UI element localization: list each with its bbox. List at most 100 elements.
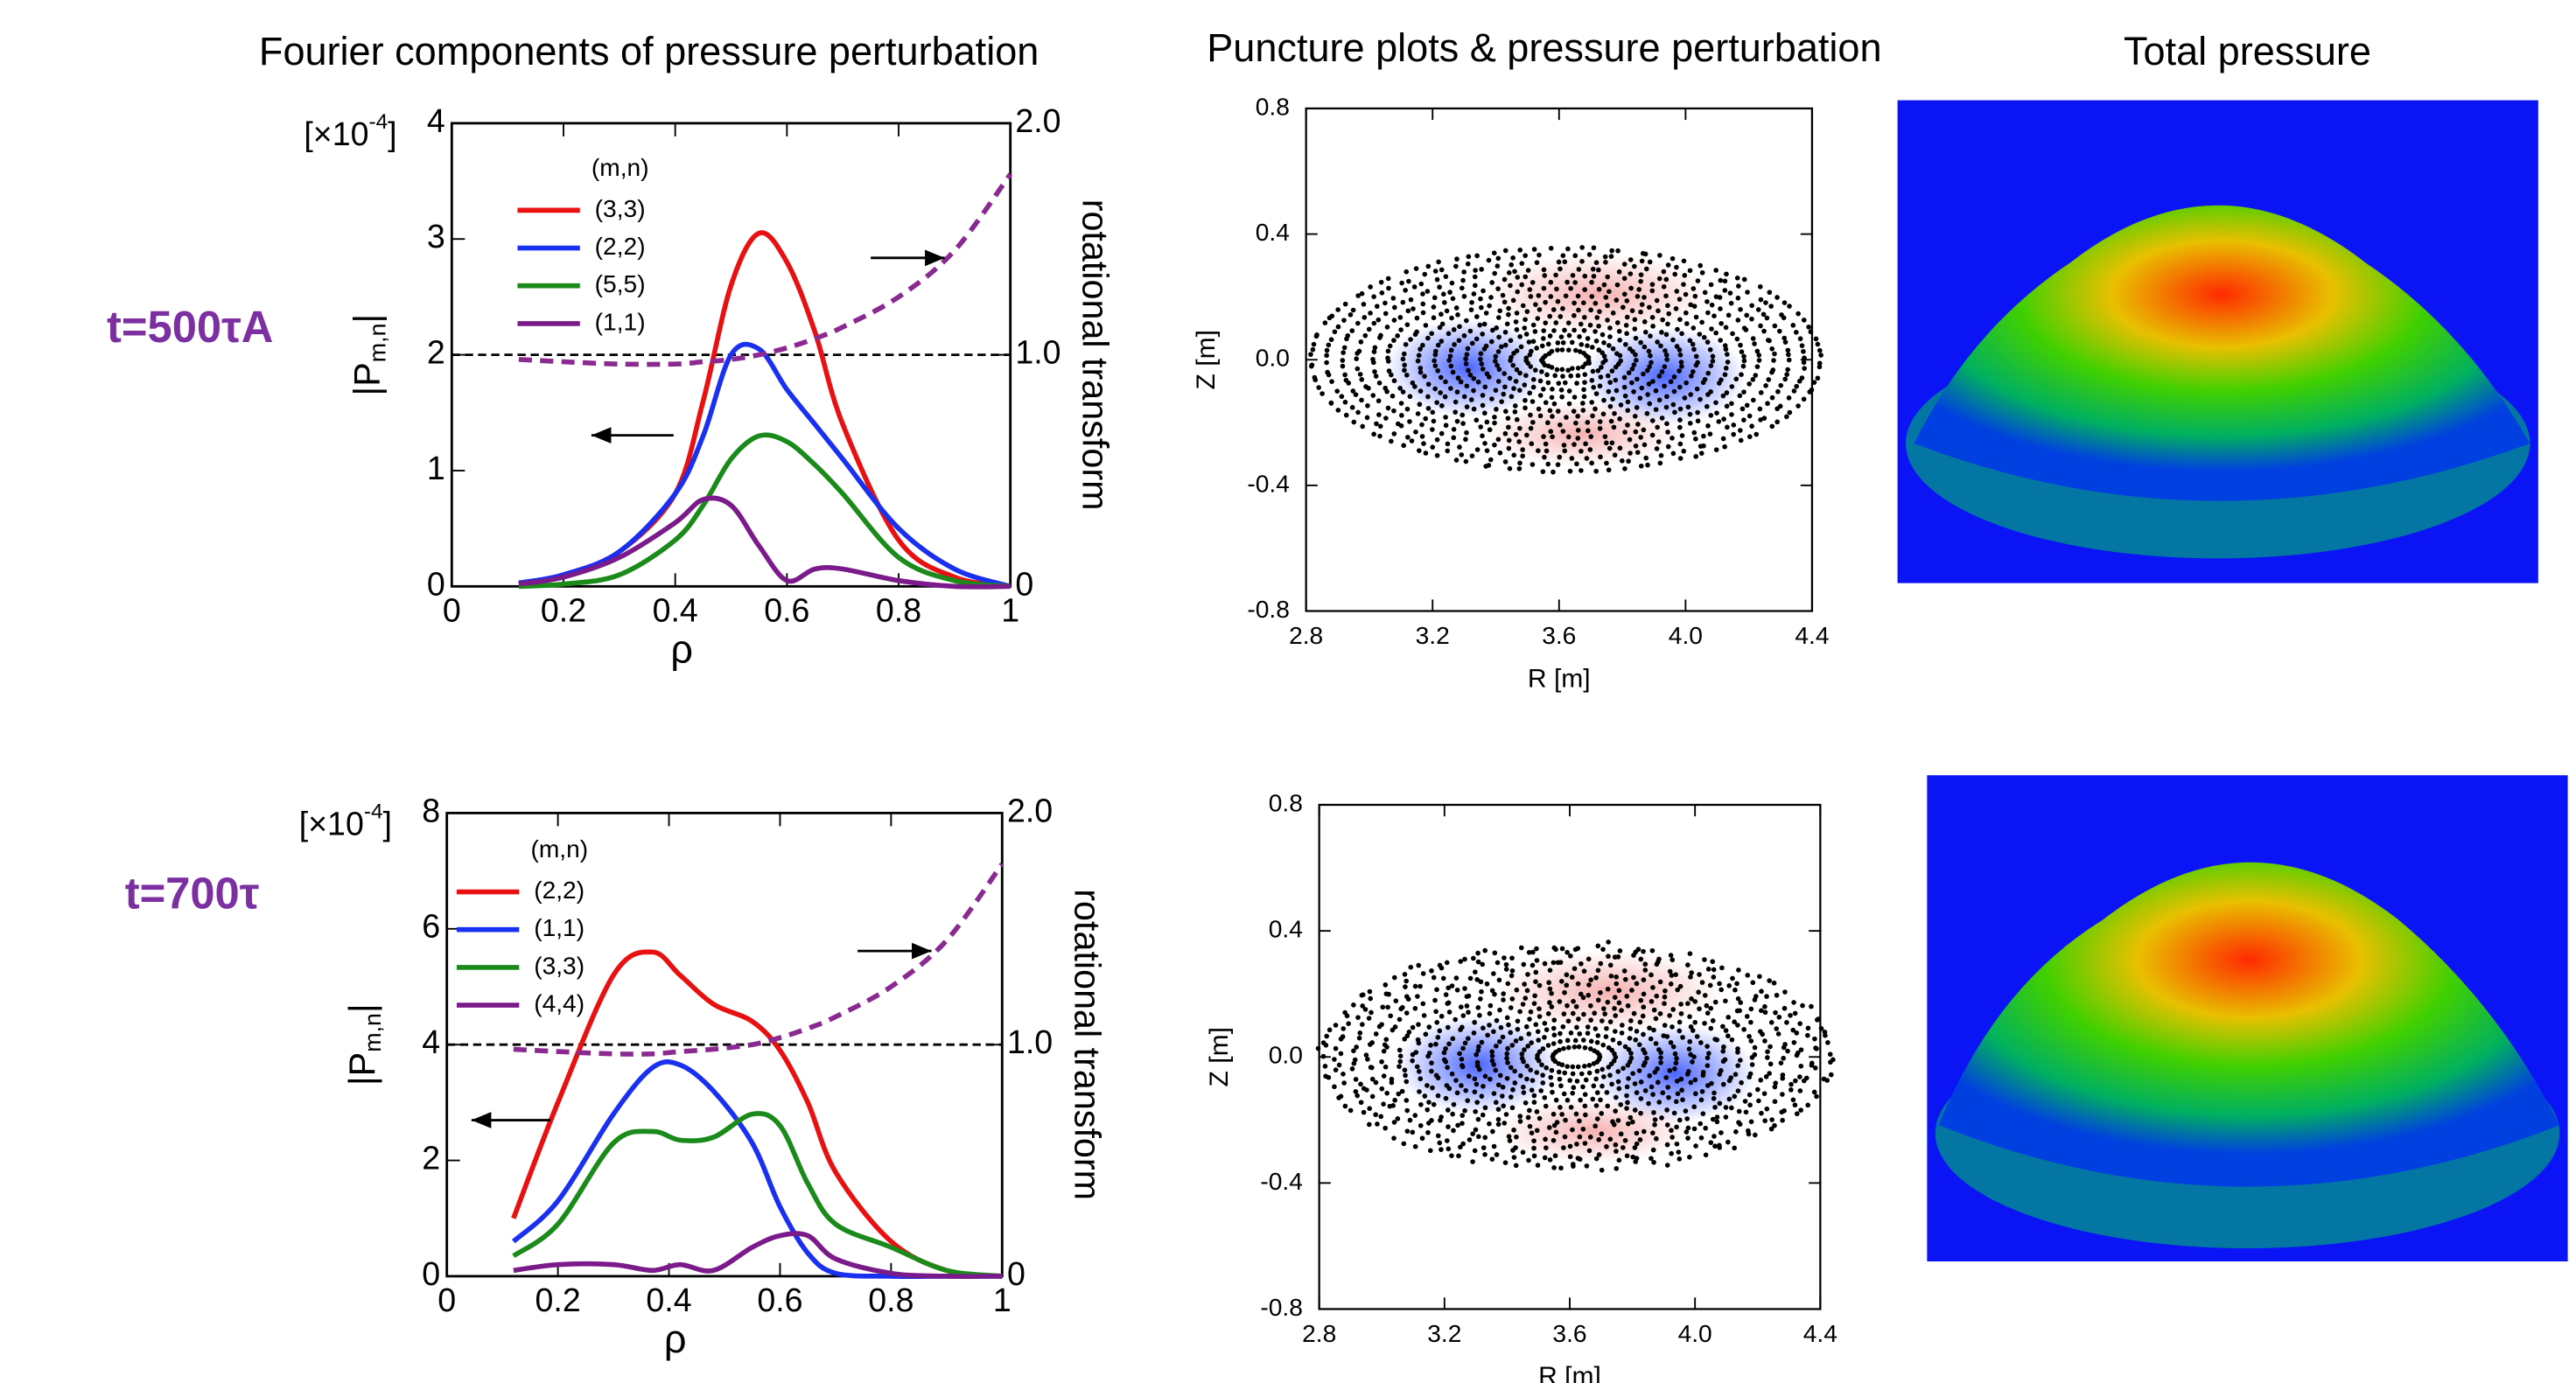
- puncture-point: [1643, 266, 1649, 272]
- puncture-point: [1382, 982, 1389, 988]
- puncture-point: [1638, 309, 1643, 315]
- puncture-point: [1368, 995, 1374, 1002]
- puncture-point: [1624, 994, 1630, 999]
- puncture-point: [1699, 1088, 1705, 1094]
- puncture-point: [1464, 430, 1469, 436]
- puncture-point: [1451, 327, 1457, 332]
- puncture-point: [1564, 982, 1570, 988]
- puncture-point: [1517, 248, 1523, 253]
- pressure-image: [1897, 100, 2538, 583]
- puncture-point: [1670, 1024, 1675, 1030]
- puncture-point: [1368, 284, 1373, 290]
- puncture-point: [1647, 304, 1652, 311]
- puncture-point: [1448, 347, 1454, 353]
- puncture-point: [1795, 1050, 1801, 1056]
- puncture-point: [1478, 996, 1483, 1002]
- puncture-point: [1729, 412, 1734, 417]
- puncture-point: [1562, 989, 1567, 995]
- puncture-point: [1577, 1118, 1582, 1124]
- puncture-point: [1677, 456, 1684, 461]
- puncture-point: [1741, 353, 1746, 360]
- panel-title: Puncture plots & pressure perturbation: [1207, 25, 1881, 70]
- puncture-point: [1491, 250, 1497, 256]
- puncture-point: [1590, 266, 1596, 272]
- puncture-point: [1771, 980, 1777, 986]
- puncture-point: [1578, 448, 1584, 454]
- puncture-point: [1570, 1090, 1576, 1096]
- puncture-point: [1714, 1119, 1720, 1125]
- puncture-point: [1403, 341, 1409, 347]
- puncture-point: [1704, 1055, 1711, 1061]
- puncture-point: [1431, 1101, 1437, 1107]
- puncture-point: [1446, 1041, 1452, 1047]
- puncture-point: [1416, 962, 1422, 968]
- puncture-point: [1812, 1036, 1817, 1042]
- puncture-point: [1495, 1082, 1502, 1088]
- puncture-point: [1640, 1013, 1646, 1019]
- puncture-point: [1460, 277, 1466, 283]
- puncture-point: [1684, 321, 1690, 326]
- puncture-point: [1811, 1089, 1817, 1095]
- puncture-point: [1444, 1083, 1450, 1088]
- puncture-point: [1573, 347, 1578, 353]
- puncture-point: [1628, 271, 1634, 276]
- puncture-point: [1507, 375, 1513, 381]
- puncture-point: [1575, 946, 1581, 951]
- puncture-point: [1674, 1141, 1680, 1147]
- puncture-point: [1560, 374, 1565, 379]
- puncture-point: [1797, 336, 1803, 342]
- puncture-point: [1433, 1072, 1439, 1079]
- puncture-point: [1396, 1047, 1403, 1053]
- puncture-point: [1748, 1019, 1754, 1025]
- puncture-point: [1342, 372, 1348, 378]
- puncture-point: [1585, 420, 1591, 425]
- puncture-point: [1534, 1109, 1540, 1114]
- puncture-point: [1524, 1063, 1530, 1069]
- puncture-point: [1514, 987, 1520, 993]
- puncture-point: [1518, 1036, 1524, 1042]
- puncture-point: [1358, 1100, 1364, 1106]
- puncture-point: [1664, 1142, 1670, 1148]
- puncture-point: [1471, 388, 1476, 394]
- puncture-point: [1780, 1117, 1785, 1123]
- puncture-point: [1677, 417, 1683, 423]
- puncture-point: [1720, 1023, 1726, 1030]
- puncture-point: [1415, 358, 1421, 364]
- puncture-point: [1416, 1022, 1421, 1027]
- puncture-point: [1780, 1092, 1785, 1097]
- puncture-point: [1391, 974, 1397, 981]
- puncture-point: [1801, 1078, 1807, 1084]
- puncture-point: [1358, 339, 1364, 345]
- puncture-point: [1557, 1047, 1562, 1053]
- puncture-point: [1634, 376, 1640, 382]
- puncture-point: [1643, 455, 1649, 461]
- puncture-point: [1530, 399, 1536, 404]
- puncture-point: [1430, 409, 1436, 416]
- puncture-point: [1611, 424, 1617, 430]
- puncture-point: [1745, 290, 1750, 295]
- puncture-point: [1390, 296, 1396, 301]
- puncture-point: [1662, 988, 1668, 994]
- puncture-point: [1676, 368, 1682, 374]
- puncture-point: [1729, 1105, 1734, 1111]
- puncture-point: [1435, 342, 1441, 348]
- panel-title: Fourier components of pressure perturbat…: [259, 29, 1039, 73]
- legend-label: (1,1): [534, 914, 584, 941]
- puncture-point: [1616, 1000, 1622, 1006]
- puncture-point: [1610, 311, 1616, 316]
- puncture-point: [1730, 975, 1735, 981]
- puncture-point: [1713, 400, 1718, 406]
- puncture-point: [1634, 1141, 1640, 1147]
- puncture-point: [1649, 432, 1656, 438]
- puncture-point: [1784, 1020, 1789, 1025]
- x-axis-label: R [m]: [1538, 1362, 1601, 1383]
- puncture-point: [1402, 972, 1408, 977]
- puncture-point: [1522, 405, 1528, 411]
- puncture-point: [1638, 1096, 1644, 1101]
- puncture-point: [1703, 1125, 1709, 1131]
- puncture-point: [1765, 1049, 1770, 1055]
- puncture-point: [1437, 325, 1443, 331]
- puncture-point: [1489, 1156, 1495, 1162]
- puncture-point: [1376, 412, 1382, 417]
- puncture-point: [1791, 388, 1797, 394]
